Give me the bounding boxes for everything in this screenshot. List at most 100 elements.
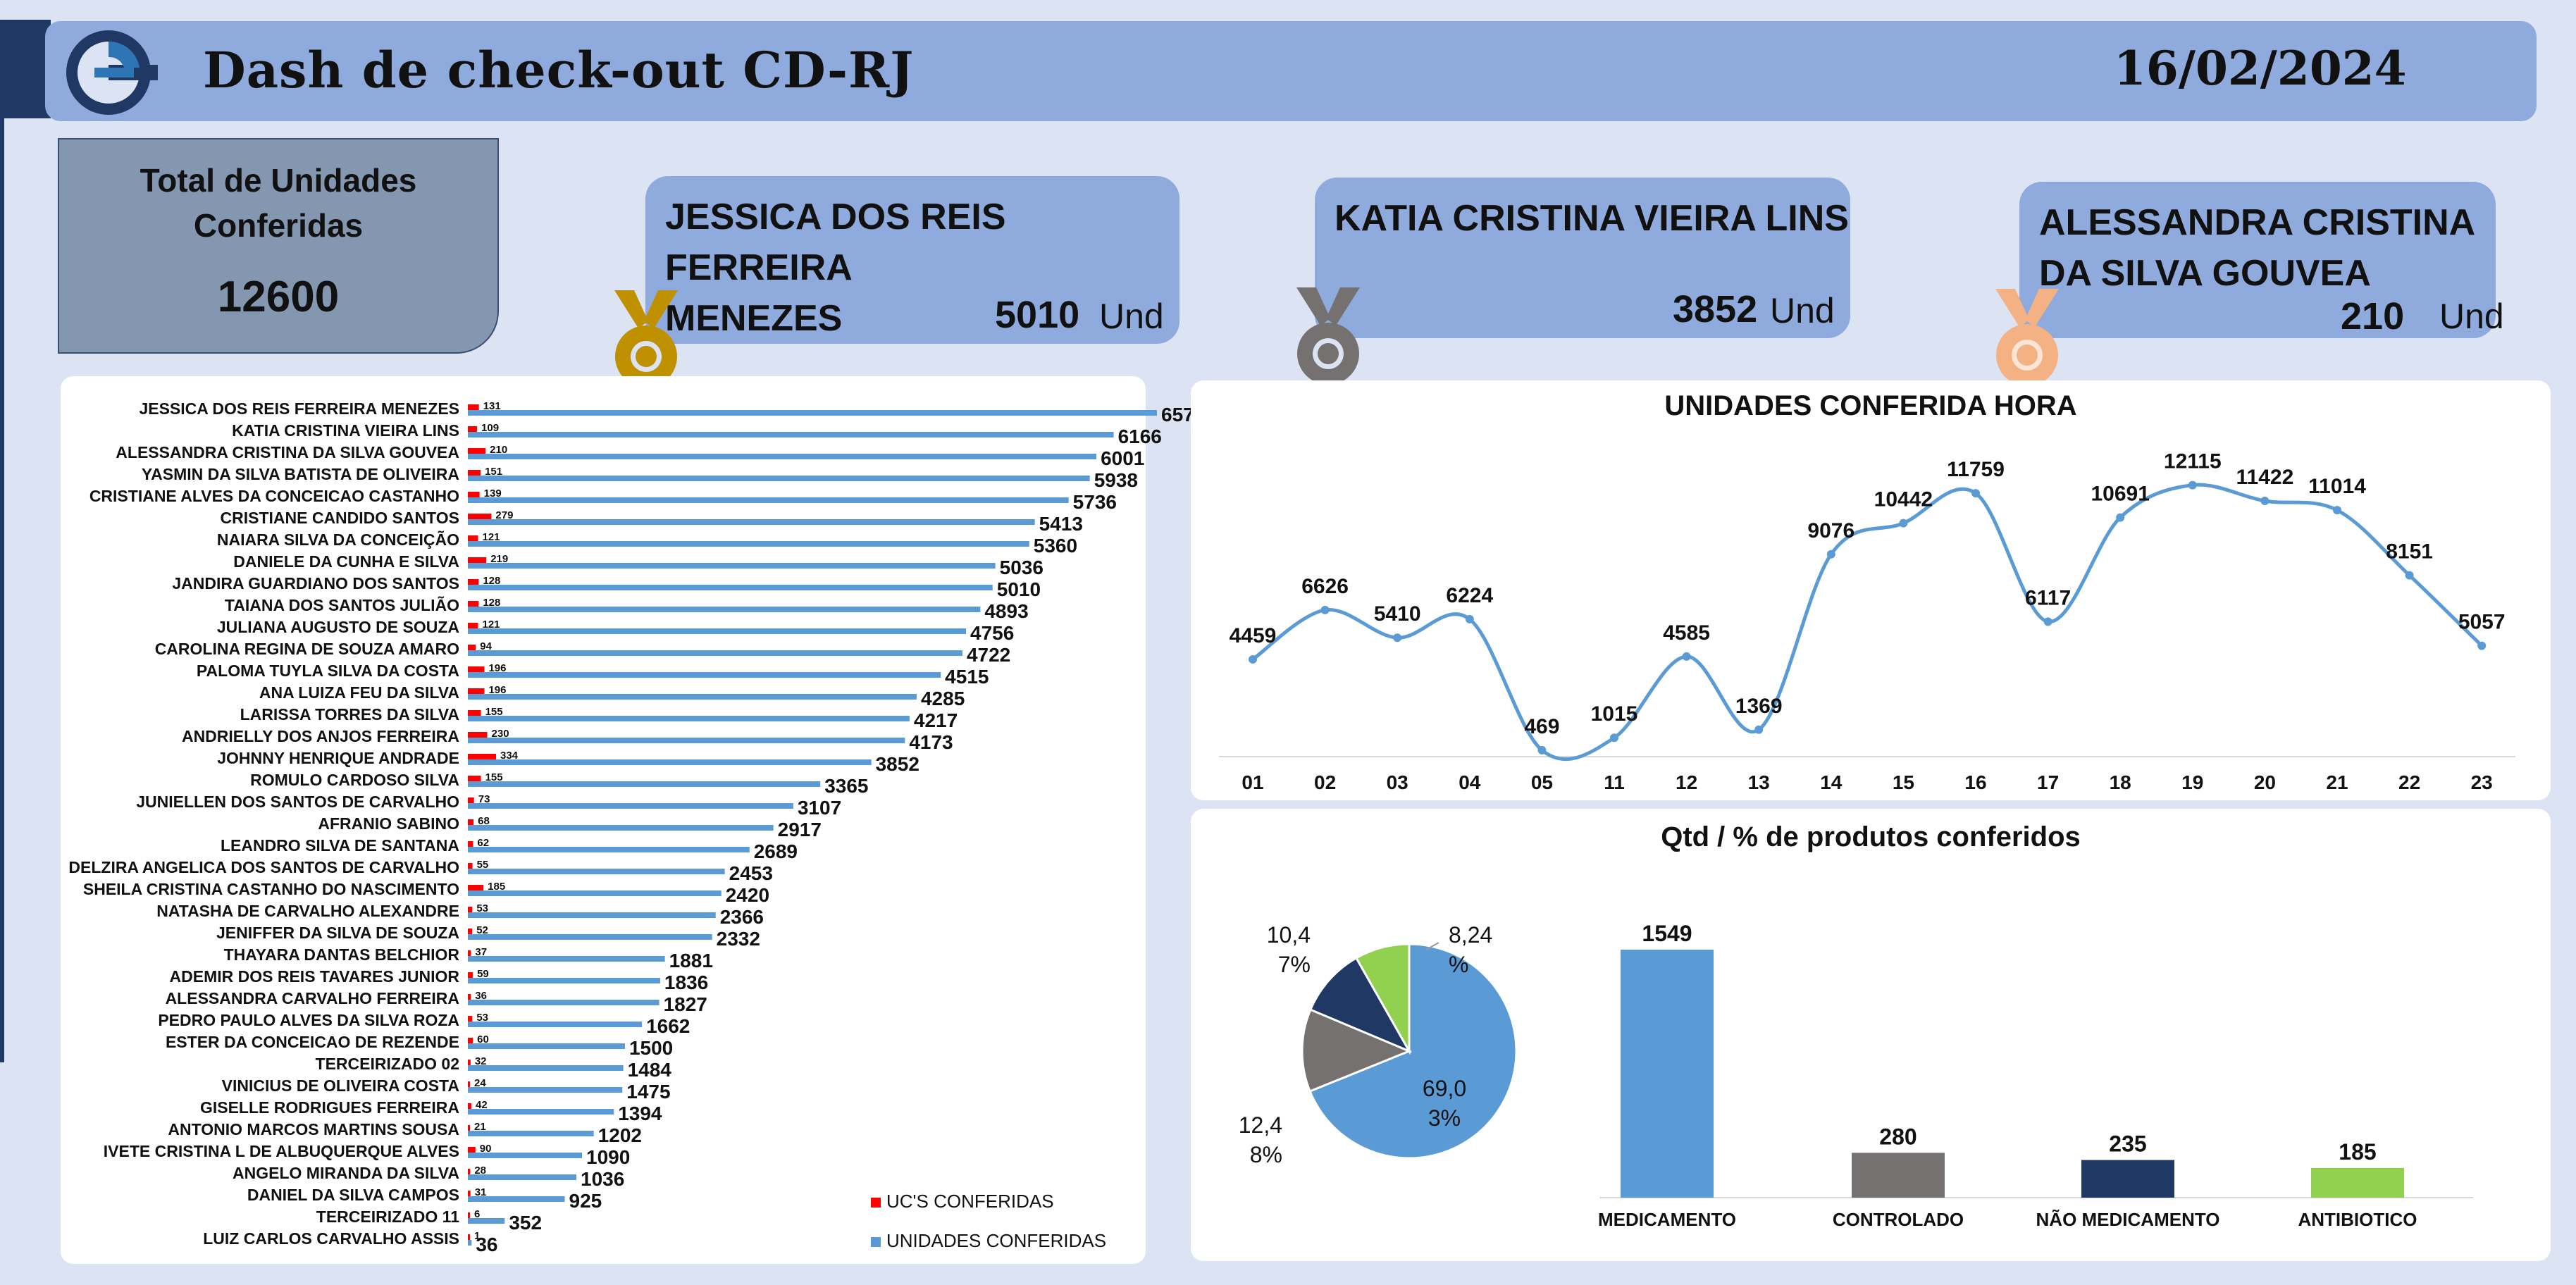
- category-label: PALOMA TUYLA SILVA DA COSTA: [197, 662, 459, 680]
- units-bar-label: 4217: [914, 709, 958, 731]
- category-label: LEANDRO SILVA DE SANTANA: [221, 836, 459, 855]
- hourly-data-label: 6626: [1301, 575, 1349, 598]
- uc-bar-label: 68: [478, 815, 490, 827]
- uc-bar-label: 21: [474, 1121, 486, 1133]
- pie-slice: [1308, 956, 1412, 1054]
- hour-tick-label: 01: [1241, 771, 1263, 793]
- hour-tick-label: 12: [1676, 771, 1697, 793]
- uc-bar-label: 128: [483, 575, 500, 587]
- category-label: TAIANA DOS SANTOS JULIÃO: [225, 595, 459, 614]
- hourly-data-point: [2188, 480, 2197, 490]
- units-bar: [468, 956, 665, 962]
- units-bar: [468, 934, 712, 940]
- category-tick-label: NÃO MEDICAMENTO: [2036, 1209, 2220, 1230]
- hourly-data-label: 469: [1524, 715, 1559, 738]
- total-units-value: 12600: [217, 273, 340, 321]
- pie-slice: [1308, 943, 1518, 1160]
- uc-bar-label: 210: [490, 444, 507, 456]
- uc-bar-label: 121: [482, 531, 500, 543]
- hour-tick-label: 21: [2326, 771, 2348, 793]
- category-label: JULIANA AUGUSTO DE SOUZA: [217, 618, 459, 636]
- category-label: JESSICA DOS REIS FERREIRA MENEZES: [139, 399, 459, 418]
- units-bar-label: 4756: [970, 622, 1014, 644]
- podium-name: JESSICA DOS REIS FERREIRA MENEZES: [665, 197, 1006, 339]
- units-bar-label: 5413: [1039, 513, 1083, 535]
- units-bar-label: 1827: [664, 993, 707, 1015]
- hourly-line-chart-panel: UNIDADES CONFERIDA HORA 4459 01 6626 02 5410…: [1191, 380, 2551, 800]
- uc-bar-label: 131: [483, 400, 501, 412]
- silver-medal-icon: [1296, 287, 1360, 385]
- uc-bar-label: 42: [476, 1099, 488, 1111]
- units-bar: [468, 1174, 577, 1180]
- units-bar-label: 5736: [1073, 491, 1117, 513]
- category-label: TERCEIRIZADO 11: [316, 1208, 459, 1226]
- hourly-data-point: [2043, 617, 2052, 626]
- hour-tick-label: 17: [2037, 771, 2059, 793]
- page-title: Dash de check-out CD-RJ: [203, 41, 915, 99]
- hour-tick-label: 16: [1964, 771, 1986, 793]
- hourly-data-label: 4585: [1663, 621, 1710, 645]
- category-bar-label: 185: [2339, 1139, 2376, 1165]
- podium-card-second: KATIA CRISTINA VIEIRA LINS 3852 Und: [1315, 178, 1850, 338]
- category-label: ANTONIO MARCOS MARTINS SOUSA: [168, 1120, 459, 1138]
- hour-tick-label: 19: [2181, 771, 2203, 793]
- hourly-data-label: 12115: [2164, 450, 2222, 473]
- uc-bar: [468, 972, 473, 978]
- uc-bar: [468, 950, 471, 956]
- units-bar-label: 6001: [1101, 447, 1144, 469]
- uc-bar: [468, 557, 487, 563]
- units-bar: [468, 825, 774, 831]
- uc-bar-label: 73: [478, 793, 490, 805]
- line-chart-title: UNIDADES CONFERIDA HORA: [1664, 390, 2077, 421]
- gold-medal-icon: [614, 290, 678, 387]
- hour-tick-label: 02: [1314, 771, 1336, 793]
- uc-bar: [468, 1212, 470, 1218]
- units-bar-label: 2332: [717, 928, 760, 950]
- units-bar-label: 4893: [984, 600, 1028, 622]
- hour-tick-label: 13: [1748, 771, 1770, 793]
- podium-value: 5010: [995, 294, 1080, 336]
- uc-bar-label: 230: [492, 728, 509, 740]
- units-bar: [468, 847, 750, 852]
- category-label: YASMIN DA SILVA BATISTA DE OLIVEIRA: [142, 465, 459, 483]
- uc-bar: [468, 1016, 473, 1022]
- units-bar: [468, 759, 872, 765]
- category-bar-label: 1549: [1642, 921, 1692, 946]
- uc-bar: [468, 732, 488, 738]
- hour-tick-label: 14: [1820, 771, 1843, 793]
- product-mix-charts: 69,0 3% 12,4 8% 10,4 7% 8,24 % 1549 MEDICAMENTO 28…: [1239, 921, 2473, 1230]
- units-bar-label: 4173: [909, 731, 953, 753]
- category-label: JUNIELLEN DOS SANTOS DE CARVALHO: [136, 793, 459, 811]
- hourly-data-label: 5057: [2458, 611, 2506, 634]
- uc-bar-label: 28: [474, 1165, 486, 1177]
- hourly-data-label: 11422: [2236, 466, 2294, 489]
- units-bar-label: 2917: [778, 819, 822, 840]
- units-bar: [468, 585, 993, 590]
- hourly-data-point: [2260, 496, 2270, 505]
- uc-bar: [468, 797, 474, 803]
- category-label: THAYARA DANTAS BELCHIOR: [224, 945, 460, 964]
- units-bar: [468, 869, 725, 874]
- category-label: ROMULO CARDOSO SILVA: [250, 771, 459, 789]
- units-bar-label: 1475: [626, 1081, 670, 1103]
- category-label: GISELLE RODRIGUES FERREIRA: [200, 1098, 459, 1117]
- units-bar: [468, 738, 905, 743]
- ranking-bar-chart-panel: JESSICA DOS REIS FERREIRA MENEZES 6579 131…: [61, 376, 1205, 1264]
- hourly-data-point: [2405, 571, 2414, 580]
- units-bar-label: 4285: [921, 688, 965, 709]
- units-bar-label: 1484: [628, 1059, 672, 1081]
- units-bar-label: 2420: [726, 884, 769, 906]
- hourly-data-label: 1369: [1735, 695, 1783, 718]
- units-bar: [468, 1196, 565, 1202]
- uc-bar: [468, 404, 479, 410]
- hour-tick-label: 23: [2471, 771, 2493, 793]
- category-tick-label: ANTIBIOTICO: [2298, 1209, 2417, 1230]
- hourly-data-point: [1393, 633, 1402, 642]
- hourly-data-label: 8151: [2386, 540, 2433, 564]
- category-tick-label: CONTROLADO: [1833, 1209, 1964, 1230]
- pie-slice-label: 69,0 3%: [1423, 1076, 1466, 1131]
- category-label: DANIEL DA SILVA CAMPOS: [247, 1186, 459, 1204]
- category-label: CRISTIANE CANDIDO SANTOS: [221, 509, 460, 527]
- uc-bar: [468, 514, 492, 519]
- units-bar: [468, 519, 1035, 525]
